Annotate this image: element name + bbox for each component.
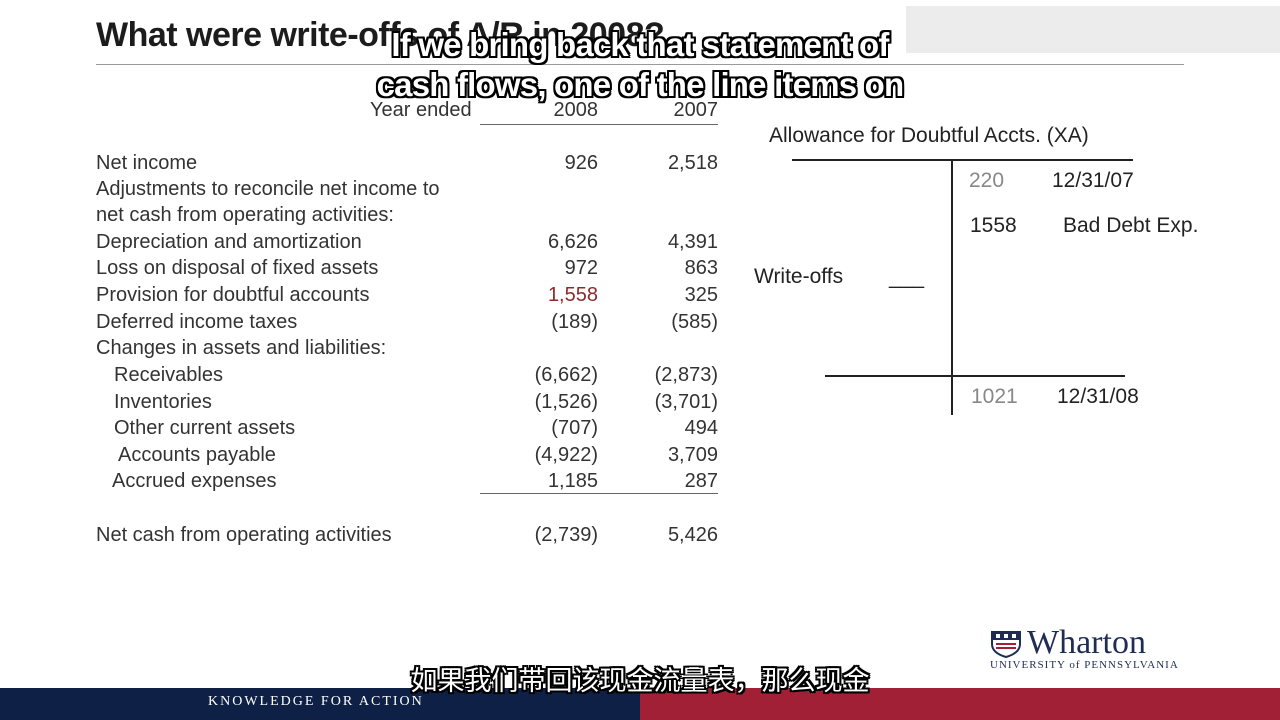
bad-debt-label: Bad Debt Exp. [1063,214,1199,237]
row-value-2008: (1,526) [534,391,598,413]
row-label-receivables: Receivables [114,364,223,386]
row-value-2008: (4,922) [534,444,598,466]
row-label-accounts-payable: Accounts payable [118,444,276,466]
row-value-2008: (6,662) [534,364,598,386]
row-label-net-cash: Net cash from operating activities [96,524,392,546]
row-value-2007: 2,518 [667,152,718,174]
row-label-inventories: Inventories [114,391,212,413]
slide-title: What were write-offs of A/R in 2008? [96,16,665,54]
row-label-net-income: Net income [96,152,198,174]
row-label-loss-disposal: Loss on disposal of fixed assets [96,257,379,279]
row-value-2007: (585) [671,311,718,333]
row-value-2007: 4,391 [667,231,718,253]
footer-navy-band [0,688,640,720]
row-value-2007: 287 [684,470,718,492]
row-value-2007: 3,709 [667,444,718,466]
subtitle-english-line-1: If we bring back that statement of [391,26,889,63]
video-overlay-box [906,6,1280,53]
row-label-adjustments-cont: net cash from operating activities: [96,204,394,226]
t-account-closing-bar [825,375,1125,377]
row-label-accrued-expenses: Accrued expenses [112,470,277,492]
bad-debt-value: 1558 [970,214,1017,237]
write-offs-label: Write-offs [754,265,844,288]
row-value-2007: 863 [684,257,718,279]
row-value-2007: 5,426 [667,524,718,546]
row-value-2007: (3,701) [654,391,718,413]
wharton-wordmark: Wharton [1027,624,1146,661]
row-value-2008: (2,739) [534,524,598,546]
year-ended-label: Year ended [370,99,472,121]
row-label-changes: Changes in assets and liabilities: [96,337,387,359]
t-account-title: Allowance for Doubtful Accts. (XA) [769,124,1089,147]
row-value-2008-highlighted: 1,558 [547,284,598,306]
opening-balance-date: 12/31/07 [1052,169,1134,192]
footer-tagline: KNOWLEDGE FOR ACTION [208,694,424,709]
row-value-2008: 926 [564,152,598,174]
row-label-deferred-taxes: Deferred income taxes [96,311,298,333]
row-value-2007: (2,873) [654,364,718,386]
row-value-2008: 972 [564,257,598,279]
column-header-2008: 2008 [553,99,599,121]
t-account-vertical-bar [951,159,953,415]
column-header-2007: 2007 [673,99,719,121]
opening-balance-value: 220 [969,169,1005,192]
row-label-depreciation: Depreciation and amortization [96,231,362,253]
closing-balance-value: 1021 [971,385,1018,408]
write-offs-blank: ___ [889,266,925,289]
header-underline [480,124,718,125]
t-account-top-bar [792,159,1133,161]
title-divider [96,64,1184,65]
row-value-2007: 325 [684,284,718,306]
university-wordmark: UNIVERSITY of PENNSYLVANIA [990,659,1179,671]
penn-shield-icon [991,631,1021,658]
row-label-adjustments: Adjustments to reconcile net income to [96,178,440,200]
subtitle-chinese: 如果我们带回该现金流量表，那么现金 [410,666,870,696]
row-value-2008: (707) [551,417,598,439]
subtitle-english-line-2: cash flows, one of the line items on [376,66,905,103]
row-value-2008: (189) [551,311,598,333]
footer-red-band [640,688,1280,720]
row-value-2008: 6,626 [547,231,598,253]
row-value-2008: 1,185 [547,470,598,492]
closing-balance-date: 12/31/08 [1057,385,1139,408]
row-label-provision-doubtful: Provision for doubtful accounts [96,284,370,306]
row-label-other-current: Other current assets [114,417,296,439]
row-value-2007: 494 [684,417,718,439]
subtotal-rule [480,493,718,494]
